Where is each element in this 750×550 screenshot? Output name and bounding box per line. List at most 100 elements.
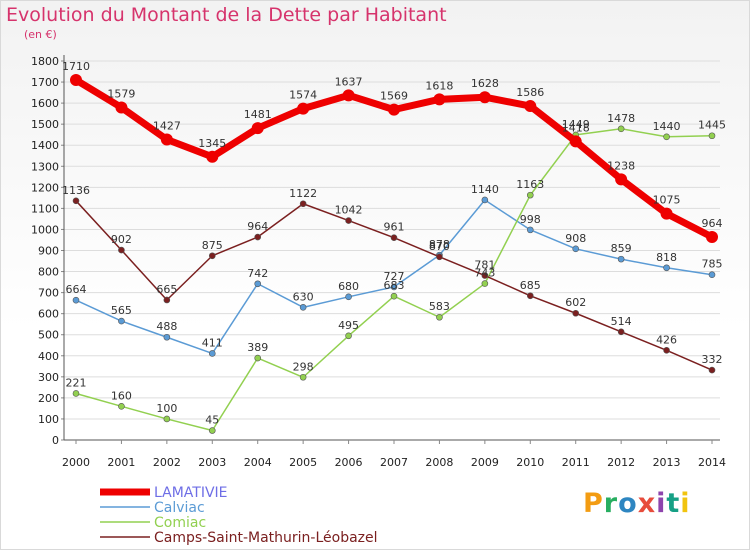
- data-label: 1140: [471, 183, 499, 196]
- x-tick-label: 2004: [244, 456, 272, 469]
- data-label: 100: [156, 402, 177, 415]
- data-label: 859: [611, 242, 632, 255]
- data-label: 878: [429, 238, 450, 251]
- data-point: [72, 390, 80, 397]
- data-label: 1637: [335, 75, 363, 88]
- data-point: [297, 102, 310, 115]
- x-tick-label: 2006: [335, 456, 363, 469]
- data-label: 332: [702, 353, 723, 366]
- data-point: [572, 245, 580, 253]
- logo-letter: o: [618, 488, 638, 519]
- data-label: 411: [202, 336, 223, 349]
- logo-letter: x: [637, 488, 657, 519]
- data-point: [526, 226, 534, 234]
- data-point: [208, 427, 216, 434]
- y-tick-label: 300: [38, 371, 59, 384]
- data-label: 583: [429, 300, 450, 313]
- data-label: 964: [702, 217, 723, 230]
- data-point: [663, 264, 670, 272]
- x-tick-label: 2003: [198, 456, 226, 469]
- x-tick-label: 2010: [516, 456, 544, 469]
- y-tick-label: 1000: [31, 223, 59, 236]
- data-point: [254, 280, 262, 288]
- data-point: [208, 350, 216, 357]
- data-point: [663, 133, 670, 141]
- data-label: 743: [474, 267, 495, 280]
- data-label: 1574: [289, 89, 317, 102]
- proxiti-logo: Proxiti: [583, 488, 691, 519]
- x-tick-label: 2005: [289, 456, 317, 469]
- y-tick-label: 1700: [31, 76, 59, 89]
- data-point: [526, 292, 534, 300]
- data-label: 488: [156, 320, 177, 333]
- y-tick-label: 0: [52, 434, 59, 447]
- data-label: 875: [202, 239, 223, 252]
- data-point: [118, 317, 125, 325]
- x-tick-label: 2001: [107, 456, 135, 469]
- data-label: 683: [384, 279, 405, 292]
- data-label: 1710: [62, 60, 90, 73]
- data-label: 45: [205, 414, 219, 427]
- data-label: 870: [429, 240, 450, 253]
- data-label: 1440: [653, 120, 681, 133]
- logo-letter: r: [603, 488, 619, 519]
- data-label: 998: [520, 213, 541, 226]
- logo-letter: P: [583, 488, 604, 519]
- y-tick-label: 1300: [31, 160, 59, 173]
- data-point: [163, 296, 171, 304]
- data-label: 1586: [516, 86, 544, 99]
- data-point: [436, 313, 443, 321]
- data-label: 514: [611, 315, 632, 328]
- data-point: [617, 328, 625, 336]
- y-tick-label: 800: [38, 266, 59, 279]
- data-label: 389: [247, 341, 268, 354]
- data-label: 565: [111, 304, 132, 317]
- data-label: 221: [66, 376, 87, 389]
- data-label: 1481: [244, 108, 272, 121]
- data-label: 1042: [335, 204, 363, 217]
- x-tick-label: 2000: [62, 456, 90, 469]
- data-point: [254, 233, 262, 241]
- x-tick-label: 2007: [380, 456, 408, 469]
- data-point: [617, 125, 625, 133]
- y-tick-label: 100: [38, 413, 59, 426]
- data-label: 426: [656, 333, 677, 346]
- y-tick-label: 900: [38, 245, 59, 258]
- data-point: [115, 101, 128, 114]
- data-label: 1478: [607, 112, 635, 125]
- y-tick-label: 1100: [31, 202, 59, 215]
- data-label: 1238: [607, 159, 635, 172]
- data-label: 727: [384, 270, 405, 283]
- data-label: 298: [293, 360, 314, 373]
- data-point: [163, 333, 171, 341]
- y-tick-label: 200: [38, 392, 59, 405]
- chart-title: Evolution du Montant de la Dette par Hab…: [6, 4, 447, 26]
- data-labels: 664 565 488 411 742 630 680 727 878 1140 998 908 859…: [62, 60, 726, 427]
- data-point: [706, 231, 718, 244]
- legend-label: LAMATIVIE: [154, 485, 228, 501]
- data-point: [663, 347, 670, 354]
- data-label: 785: [702, 258, 723, 271]
- data-point: [70, 73, 82, 86]
- data-label: 160: [111, 389, 132, 402]
- data-label: 630: [293, 290, 314, 303]
- data-point: [708, 271, 716, 279]
- data-point: [390, 283, 398, 291]
- data-point: [524, 100, 537, 113]
- data-point: [569, 135, 582, 148]
- data-label: 685: [520, 279, 541, 292]
- data-label: 1345: [198, 137, 226, 150]
- data-label: 1163: [516, 178, 544, 191]
- data-point: [433, 93, 446, 106]
- data-point: [617, 255, 625, 263]
- data-label: 1122: [289, 187, 317, 200]
- data-point: [160, 133, 173, 146]
- data-point: [481, 280, 489, 287]
- data-label: 1075: [653, 194, 681, 207]
- data-point: [251, 122, 264, 135]
- data-label: 1445: [698, 119, 726, 132]
- data-label: 665: [156, 283, 177, 296]
- data-label: 495: [338, 319, 359, 332]
- x-tick-label: 2009: [471, 456, 499, 469]
